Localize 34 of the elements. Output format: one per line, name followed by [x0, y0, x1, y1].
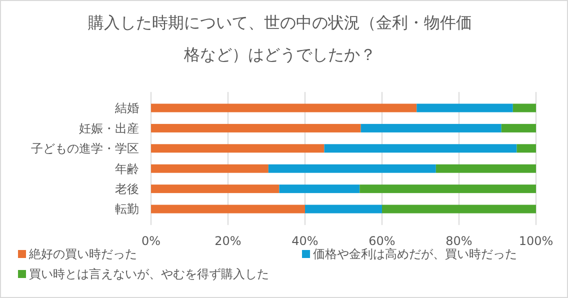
y-tick-label: 妊娠・出産 [79, 121, 139, 136]
bar [151, 184, 280, 194]
x-tick-label: 80% [446, 234, 472, 248]
bar [416, 104, 513, 112]
bar [151, 164, 268, 173]
y-tick-label: 結婚 [114, 101, 139, 116]
bar [324, 144, 517, 153]
bar [151, 104, 417, 112]
bar [151, 144, 324, 153]
bar [436, 164, 536, 173]
x-tick-label: 20% [214, 234, 242, 248]
legend-label: 価格や金利は高めだが、買い時だった [313, 247, 517, 261]
y-tick-label: 年齢 [115, 162, 139, 176]
bar [279, 184, 360, 194]
bar [151, 204, 305, 214]
bar [151, 124, 361, 132]
chart-title: 購入した時期について、世の中の状況（金利・物件価格など）はどうでしたか？ [88, 13, 472, 64]
legend-label: 買い時とは言えないが、やむを得ず購入した [29, 267, 269, 281]
x-tick-label: 100% [518, 234, 554, 248]
y-tick-label: 老後 [115, 182, 139, 196]
bar [501, 124, 536, 132]
bar [360, 124, 502, 132]
y-tick-label: 子どもの進学・学区 [31, 142, 139, 156]
bar [382, 204, 536, 214]
x-tick-label: 0% [141, 234, 161, 248]
bar [512, 104, 536, 112]
bar [305, 204, 382, 214]
bar [268, 164, 436, 173]
x-tick-label: 60% [368, 234, 396, 248]
y-tick-label: 転勤 [115, 202, 139, 216]
bar [516, 144, 536, 153]
legend-label: 絶好の買い時だった [28, 247, 137, 261]
bar [360, 184, 536, 194]
x-tick-label: 40% [292, 234, 318, 248]
